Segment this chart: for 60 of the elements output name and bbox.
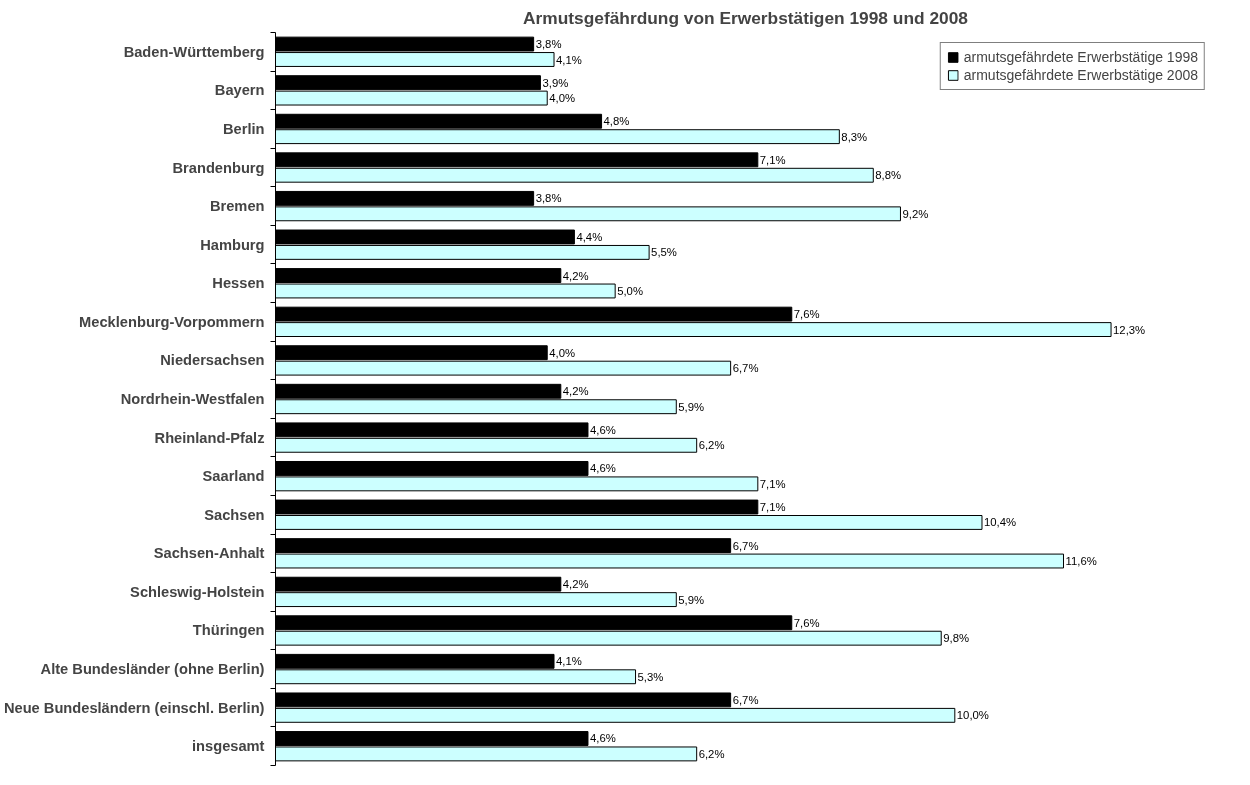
y-tick-label: Nordrhein-Westfalen [120, 391, 265, 407]
y-tick-label: Thüringen [192, 622, 265, 639]
data-label: 4,4% [576, 230, 603, 243]
data-label: 4,0% [549, 92, 576, 105]
y-tick-label: Hessen [212, 275, 265, 292]
data-label: 5,0% [617, 284, 643, 297]
data-label: 4,1% [556, 655, 582, 668]
legend-label: armutsgefährdete Erwerbstätige 2008 [963, 67, 1198, 83]
y-tick-label: insgesamt [192, 738, 265, 755]
y-tick-label: Hamburg [200, 236, 265, 253]
data-label: 7,1% [759, 153, 786, 166]
y-tick-label: Brandenburg [172, 159, 265, 176]
y-tick-label: Bayern [214, 82, 265, 99]
y-tick-label: Niedersachsen [160, 352, 265, 369]
chart-title: Armutsgefährdung von Erwerbstätigen 1998 und 2008 [523, 7, 969, 28]
data-label: 7,1% [759, 501, 786, 514]
data-label: 7,6% [793, 616, 820, 629]
data-label: 4,6% [589, 732, 616, 745]
data-label: 6,2% [698, 439, 725, 452]
data-label: 5,5% [651, 246, 677, 259]
y-tick-label: Sachsen [204, 506, 265, 523]
data-label: 7,6% [793, 308, 820, 321]
data-label: 4,6% [589, 423, 616, 436]
data-label: 6,2% [698, 747, 725, 760]
data-label: 8,8% [875, 169, 902, 182]
data-label: 4,1% [556, 53, 582, 66]
data-label: 5,3% [637, 670, 664, 683]
data-label: 4,2% [562, 269, 589, 282]
data-label: 6,7% [732, 693, 759, 706]
data-label: 4,8% [603, 115, 630, 128]
data-label: 4,2% [562, 385, 589, 398]
data-label: 9,8% [943, 632, 970, 645]
legend-label: armutsgefährdete Erwerbstätige 1998 [963, 49, 1198, 65]
data-label: 11,6% [1065, 555, 1097, 568]
y-tick-label: Sachsen-Anhalt [153, 545, 265, 562]
y-tick-label: Neue Bundesländern (einschl. Berlin) [3, 699, 265, 716]
data-label: 10,4% [983, 516, 1017, 529]
data-label: 10,0% [956, 709, 989, 722]
y-tick-label: Rheinland-Pfalz [154, 429, 265, 446]
data-label: 12,3% [1113, 323, 1146, 336]
y-tick-label: Berlin [222, 120, 265, 137]
y-tick-label: Schleswig-Holstein [130, 583, 265, 600]
data-label: 5,9% [678, 593, 705, 606]
data-label: 6,7% [732, 539, 759, 552]
data-label: 3,8% [535, 38, 562, 51]
data-label: 8,3% [841, 130, 868, 143]
data-label: 4,6% [589, 462, 616, 475]
data-label: 4,2% [562, 578, 589, 591]
data-label: 9,2% [902, 207, 929, 220]
y-tick-label: Baden-Württemberg [123, 43, 265, 60]
y-tick-label: Bremen [209, 198, 265, 215]
data-label: 3,9% [542, 76, 569, 89]
data-label: 4,0% [549, 346, 576, 359]
data-label: 6,7% [732, 362, 759, 375]
data-label: 7,1% [759, 477, 786, 490]
data-label: 5,9% [678, 400, 705, 413]
y-tick-label: Alte Bundesländer (ohne Berlin) [40, 661, 265, 678]
data-label: 3,8% [535, 192, 562, 205]
y-tick-label: Mecklenburg-Vorpommern [79, 313, 265, 330]
y-tick-label: Saarland [202, 468, 265, 485]
